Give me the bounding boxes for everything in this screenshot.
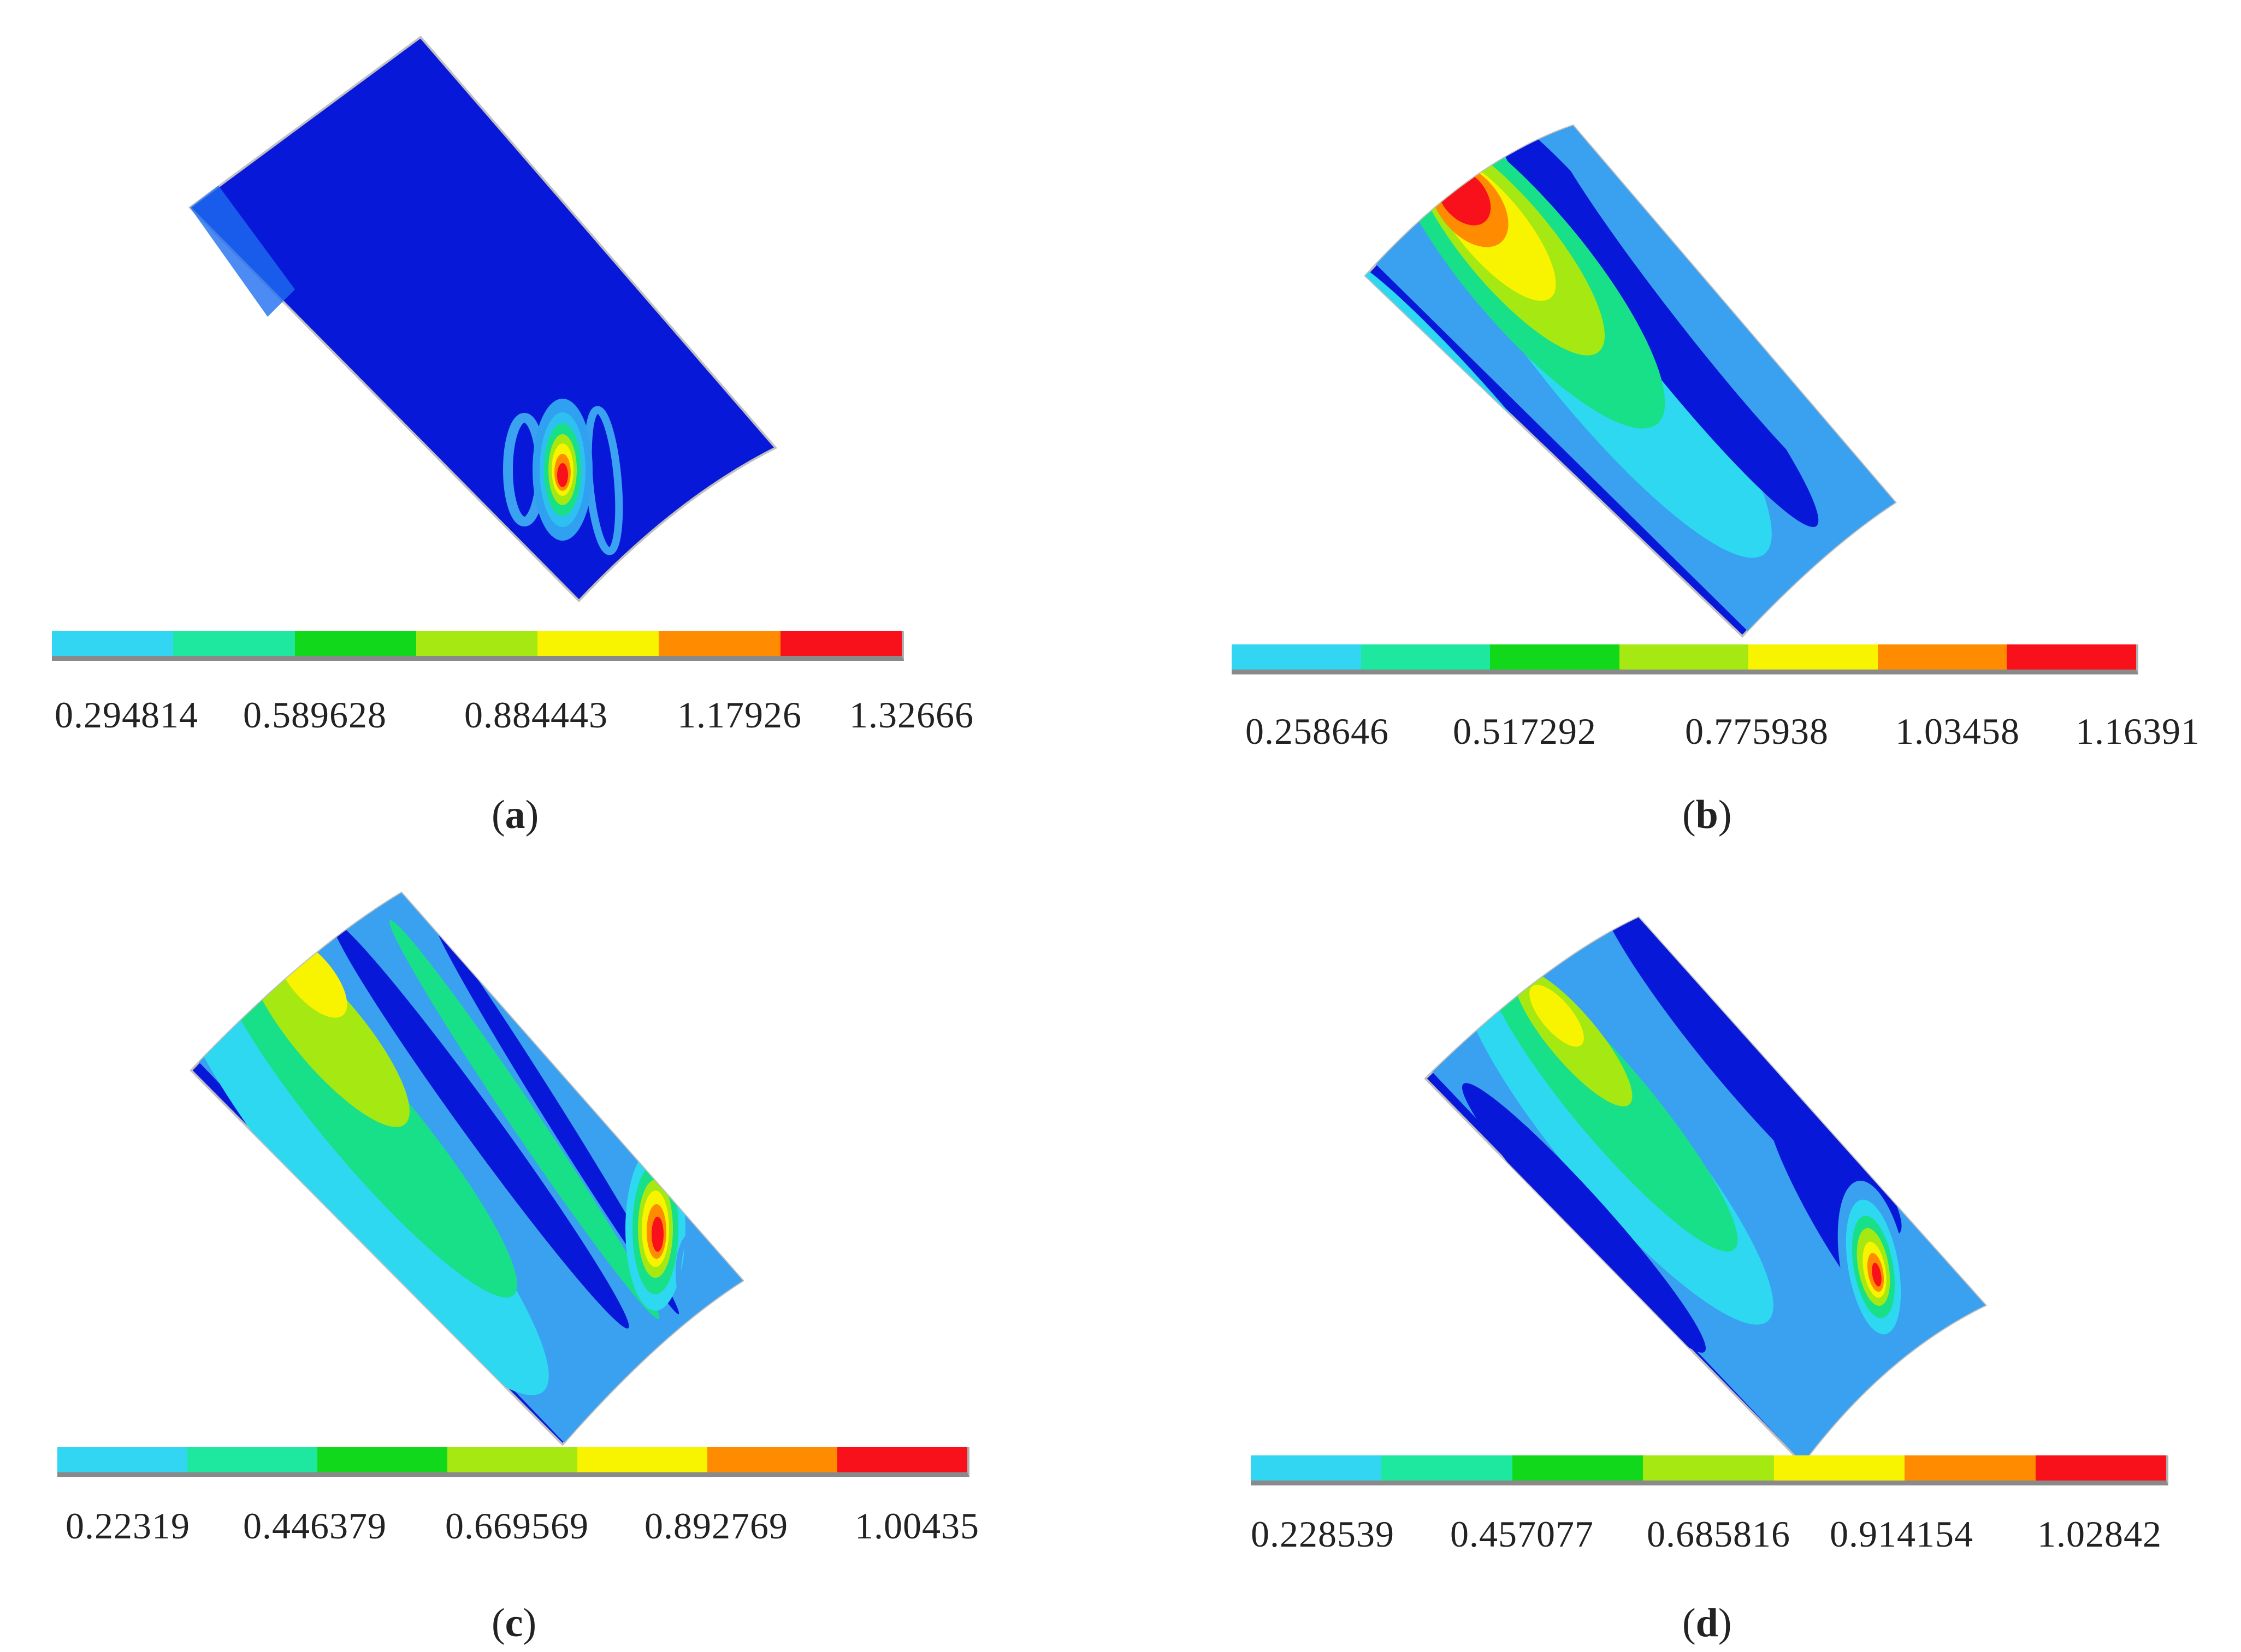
panel-label-a: (a) <box>492 792 539 837</box>
color-swatch <box>1619 644 1749 670</box>
tick-label: 0.228539 <box>1251 1513 1394 1555</box>
color-swatch <box>1905 1455 2036 1481</box>
color-swatch <box>52 631 174 656</box>
contour-plot-b <box>1360 123 1933 642</box>
colorbar-ticks-d: 0.228539 0.457077 0.685816 0.914154 1.02… <box>1202 1513 2239 1562</box>
tick-label: 0.914154 <box>1830 1513 1973 1555</box>
colorbar-ticks-b: 0.258646 0.517292 0.775938 1.03458 1.163… <box>1202 710 2239 759</box>
tick-label: 0.884443 <box>464 694 608 736</box>
panel-label-letter: d <box>1695 1601 1718 1645</box>
tick-label: 1.32666 <box>849 694 974 736</box>
contour-plot-c <box>186 890 765 1447</box>
contour-plot-a <box>186 33 819 612</box>
color-swatch <box>659 631 780 656</box>
panel-label-letter: a <box>505 792 525 837</box>
tick-label: 0.517292 <box>1453 710 1597 752</box>
color-swatch <box>1773 1455 1905 1481</box>
tick-label: 1.03458 <box>1895 710 2020 752</box>
color-swatch <box>1232 644 1361 670</box>
colorbar-ticks-a: 0.294814 0.589628 0.884443 1.17926 1.326… <box>0 694 1038 743</box>
color-swatch <box>173 631 295 656</box>
color-swatch <box>537 631 659 656</box>
tick-label: 1.17926 <box>677 694 802 736</box>
color-swatch <box>57 1447 187 1472</box>
tick-label: 1.16391 <box>2076 710 2200 752</box>
color-swatch <box>416 631 538 656</box>
color-swatch <box>1251 1455 1382 1481</box>
color-swatch <box>294 631 416 656</box>
color-swatch <box>1381 1455 1512 1481</box>
color-swatch <box>707 1447 837 1472</box>
tick-label: 1.00435 <box>855 1505 979 1547</box>
tick-label: 0.685816 <box>1647 1513 1790 1555</box>
panel-label-d: (d) <box>1682 1601 1732 1645</box>
panel-label-b: (b) <box>1682 792 1732 837</box>
color-swatch <box>1877 644 2007 670</box>
color-swatch <box>1490 644 1619 670</box>
tick-label: 1.02842 <box>2037 1513 2162 1555</box>
tick-label: 0.589628 <box>243 694 387 736</box>
color-swatch <box>1643 1455 1774 1481</box>
tick-label: 0.258646 <box>1245 710 1389 752</box>
color-swatch <box>317 1447 447 1472</box>
color-swatch <box>447 1447 577 1472</box>
color-swatch <box>1748 644 1878 670</box>
colorbar-a <box>52 631 904 661</box>
color-swatch <box>2035 1455 2166 1481</box>
panel-label-c: (c) <box>492 1601 537 1645</box>
panel-label-letter: b <box>1695 792 1718 837</box>
tick-label: 0.669569 <box>445 1505 589 1547</box>
colorbar-ticks-c: 0.22319 0.446379 0.669569 0.892769 1.004… <box>0 1505 1038 1554</box>
tick-label: 0.457077 <box>1450 1513 1594 1555</box>
colorbar-b <box>1232 644 2138 674</box>
tick-label: 0.775938 <box>1685 710 1829 752</box>
color-swatch <box>2007 644 2137 670</box>
color-swatch <box>1361 644 1491 670</box>
panel-label-letter: c <box>505 1601 523 1645</box>
colorbar-c <box>57 1447 969 1477</box>
color-swatch <box>780 631 902 656</box>
tick-label: 0.446379 <box>243 1505 387 1547</box>
color-swatch <box>1512 1455 1643 1481</box>
color-swatch <box>577 1447 707 1472</box>
tick-label: 0.892769 <box>644 1505 788 1547</box>
contour-plot-d <box>1420 912 1999 1469</box>
tick-label: 0.294814 <box>55 694 198 736</box>
tick-label: 0.22319 <box>66 1505 190 1547</box>
colorbar-d <box>1251 1455 2168 1485</box>
color-swatch <box>837 1447 967 1472</box>
color-swatch <box>187 1447 317 1472</box>
